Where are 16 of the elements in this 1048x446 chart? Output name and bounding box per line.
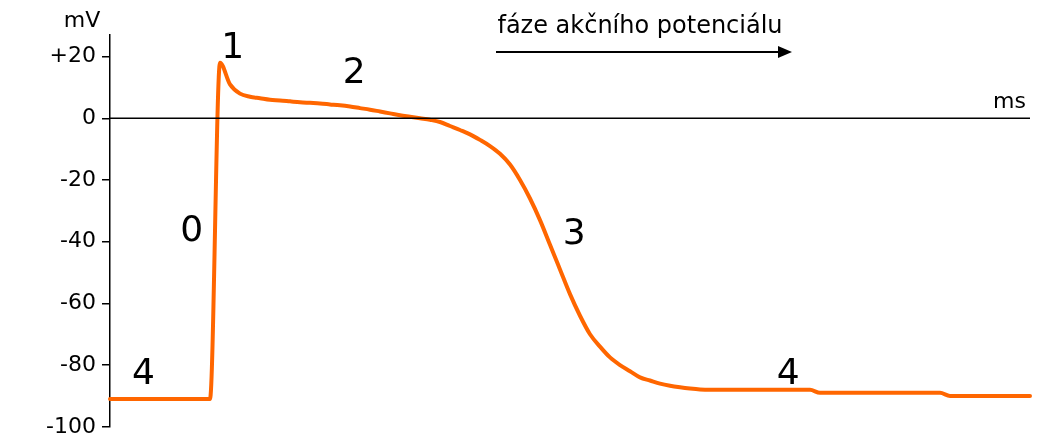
- y-tick-label: -60: [60, 289, 96, 315]
- y-tick-label: -40: [60, 227, 96, 253]
- annotation: 2: [342, 49, 366, 91]
- x-axis-title: ms: [993, 88, 1026, 114]
- y-axis-title: mV: [63, 7, 101, 32]
- annotation: 1: [221, 25, 245, 67]
- annotation: 0: [180, 208, 204, 250]
- y-tick-label: -20: [60, 165, 96, 191]
- annotation: 3: [562, 210, 586, 252]
- annotation: 4: [132, 351, 156, 392]
- y-tick-label: 0: [82, 104, 96, 130]
- y-tick-label: -80: [60, 350, 96, 376]
- chart-title: fáze akčního potenciálu: [497, 11, 783, 39]
- y-tick-label: -100: [46, 412, 96, 438]
- annotation: 4: [776, 351, 800, 392]
- y-tick-label: +20: [49, 42, 96, 68]
